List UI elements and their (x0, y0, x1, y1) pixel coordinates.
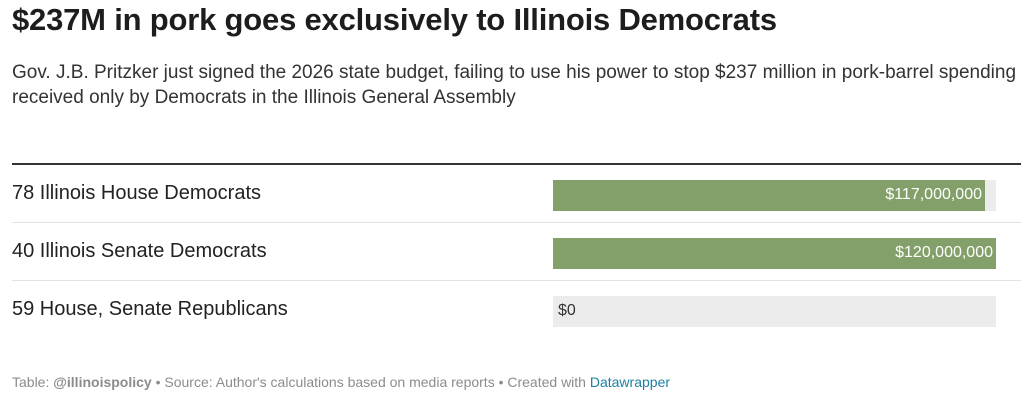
bar-table: 78 Illinois House Democrats $117,000,000 4… (12, 165, 1021, 339)
chart-footer: Table: @illinoispolicy • Source: Author'… (12, 374, 670, 390)
bar (553, 238, 996, 269)
bar-track: $0 (553, 296, 996, 327)
bar-track: $120,000,000 (553, 238, 996, 269)
category-label: 78 Illinois House Democrats (12, 182, 261, 204)
bar-value-label: $117,000,000 (885, 186, 982, 203)
bar-track: $117,000,000 (553, 180, 996, 211)
bar (553, 180, 985, 211)
datawrapper-link[interactable]: Datawrapper (589, 374, 671, 390)
bar-value-label: $120,000,000 (895, 244, 993, 261)
category-label: 40 Illinois Senate Democrats (12, 240, 267, 262)
chart-subtitle: Gov. J.B. Pritzker just signed the 2026 … (12, 62, 1017, 108)
header-divider (12, 163, 1021, 165)
source-note: • Source: Author's calculations based on… (151, 374, 590, 390)
bar-value-label: $0 (558, 302, 576, 319)
chart-title: $237M in pork goes exclusively to Illino… (12, 2, 777, 37)
table-row: 59 House, Senate Republicans $0 (12, 281, 1021, 339)
table-prefix: Table: (12, 374, 54, 390)
credit-handle[interactable]: @illinoispolicy (53, 374, 152, 390)
category-label: 59 House, Senate Republicans (12, 298, 288, 320)
table-row: 78 Illinois House Democrats $117,000,000 (12, 165, 1021, 223)
table-row: 40 Illinois Senate Democrats $120,000,000 (12, 223, 1021, 281)
